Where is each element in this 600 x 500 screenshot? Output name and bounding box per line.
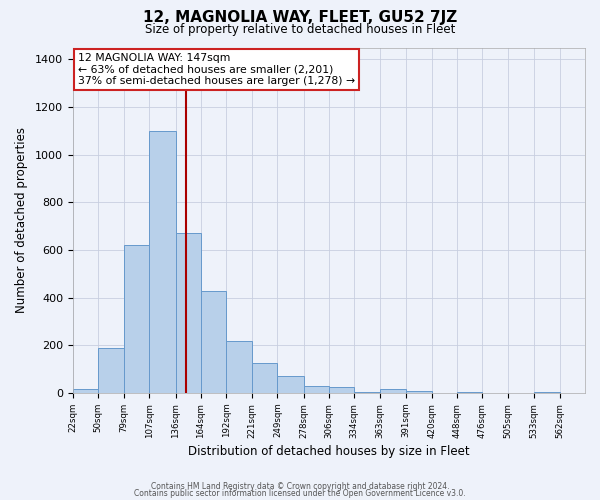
Bar [201, 290, 226, 393]
Text: Size of property relative to detached houses in Fleet: Size of property relative to detached ho… [145, 22, 455, 36]
Bar [98, 348, 124, 393]
Bar [149, 131, 176, 393]
Bar [124, 245, 149, 393]
Bar [380, 390, 406, 393]
Bar [73, 390, 98, 393]
Bar [304, 386, 329, 393]
Text: Contains HM Land Registry data © Crown copyright and database right 2024.: Contains HM Land Registry data © Crown c… [151, 482, 449, 491]
Text: Contains public sector information licensed under the Open Government Licence v3: Contains public sector information licen… [134, 488, 466, 498]
Text: 12, MAGNOLIA WAY, FLEET, GU52 7JZ: 12, MAGNOLIA WAY, FLEET, GU52 7JZ [143, 10, 457, 25]
Bar [277, 376, 304, 393]
Bar [252, 363, 277, 393]
Bar [226, 340, 252, 393]
Bar [329, 387, 354, 393]
Bar [354, 392, 380, 393]
Y-axis label: Number of detached properties: Number of detached properties [15, 127, 28, 313]
Text: 12 MAGNOLIA WAY: 147sqm
← 63% of detached houses are smaller (2,201)
37% of semi: 12 MAGNOLIA WAY: 147sqm ← 63% of detache… [78, 52, 355, 86]
Bar [406, 390, 431, 393]
X-axis label: Distribution of detached houses by size in Fleet: Distribution of detached houses by size … [188, 444, 470, 458]
Bar [176, 234, 201, 393]
